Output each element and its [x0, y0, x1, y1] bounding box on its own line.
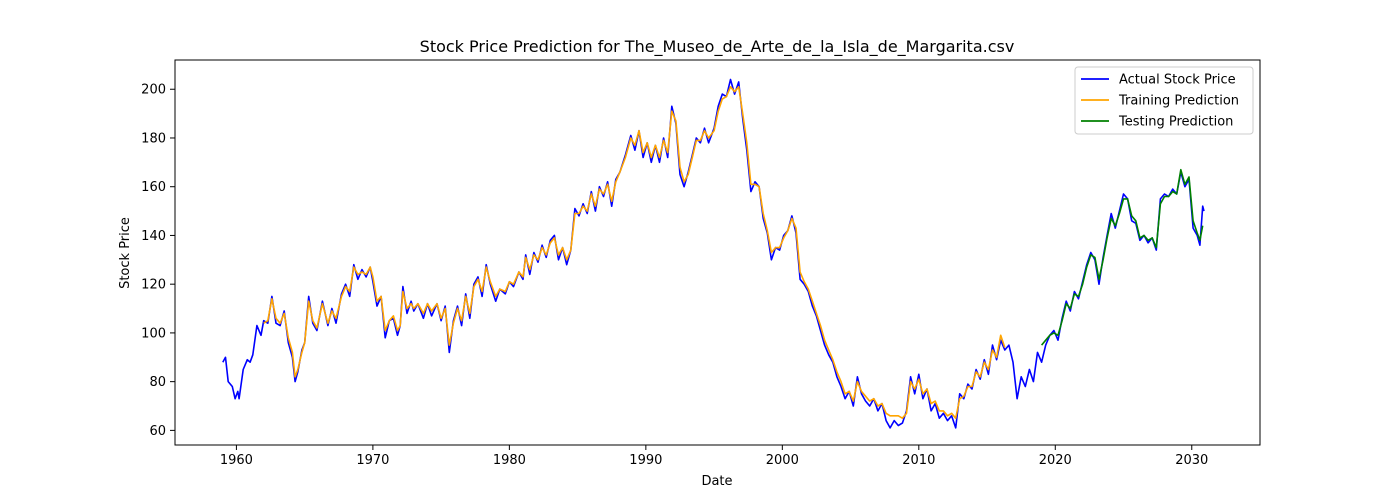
x-tick-label: 1990 [629, 453, 662, 468]
y-axis-label: Stock Price [118, 217, 133, 289]
legend-label: Testing Prediction [1118, 115, 1233, 130]
y-tick-label: 100 [141, 326, 166, 341]
y-tick-label: 80 [149, 375, 166, 390]
y-tick-label: 60 [149, 424, 166, 439]
y-tick-label: 160 [141, 180, 166, 195]
x-axis: 1960 1970 1980 1990 2000 2010 2020 2030 [220, 445, 1208, 468]
plot-series [222, 78, 1205, 429]
y-axis: 60 80 100 120 140 160 180 200 [141, 83, 175, 439]
x-tick-label: 1960 [220, 453, 253, 468]
series-line-2 [263, 86, 1006, 419]
x-tick-label: 1970 [356, 453, 389, 468]
plot-frame [174, 59, 1261, 446]
y-tick-label: 180 [141, 131, 166, 146]
legend: Actual Stock Price Training Prediction Tes… [1074, 66, 1254, 135]
series-line-3 [1040, 168, 1204, 346]
x-tick-label: 2010 [902, 453, 935, 468]
x-axis-label: Date [701, 474, 732, 489]
x-tick-label: 2020 [1039, 453, 1072, 468]
legend-label: Actual Stock Price [1119, 73, 1236, 88]
y-tick-label: 140 [141, 229, 166, 244]
legend-label: Training Prediction [1118, 94, 1239, 109]
y-tick-label: 120 [141, 278, 166, 293]
x-tick-label: 1980 [493, 453, 526, 468]
x-tick-label: 2000 [766, 453, 799, 468]
chart-title: Stock Price Prediction for The_Museo_de_… [420, 37, 1015, 57]
legend-box [1074, 66, 1254, 135]
x-tick-label: 2030 [1175, 453, 1208, 468]
y-tick-label: 200 [141, 83, 166, 98]
